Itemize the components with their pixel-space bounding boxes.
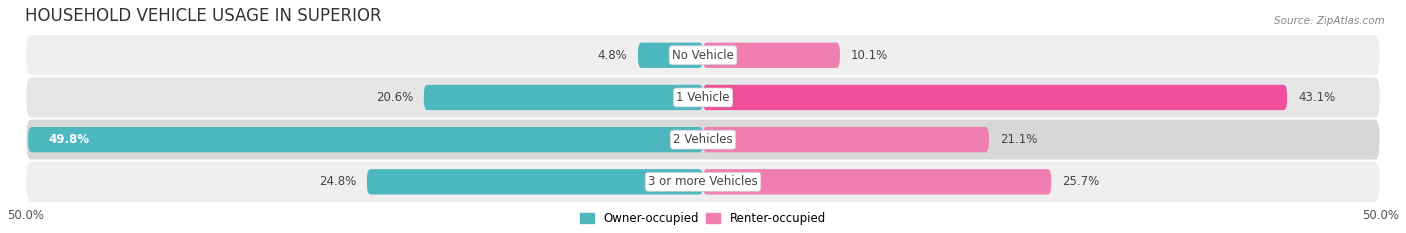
Text: 21.1%: 21.1% — [1000, 133, 1038, 146]
Text: 1 Vehicle: 1 Vehicle — [676, 91, 730, 104]
Text: 20.6%: 20.6% — [375, 91, 413, 104]
FancyBboxPatch shape — [703, 85, 1286, 110]
FancyBboxPatch shape — [25, 76, 1381, 119]
FancyBboxPatch shape — [703, 127, 988, 152]
Text: HOUSEHOLD VEHICLE USAGE IN SUPERIOR: HOUSEHOLD VEHICLE USAGE IN SUPERIOR — [25, 7, 382, 25]
FancyBboxPatch shape — [423, 85, 703, 110]
FancyBboxPatch shape — [638, 43, 703, 68]
Text: 49.8%: 49.8% — [48, 133, 90, 146]
Text: 3 or more Vehicles: 3 or more Vehicles — [648, 175, 758, 188]
Text: 10.1%: 10.1% — [851, 49, 889, 62]
Text: 4.8%: 4.8% — [598, 49, 627, 62]
FancyBboxPatch shape — [703, 43, 839, 68]
Legend: Owner-occupied, Renter-occupied: Owner-occupied, Renter-occupied — [579, 212, 827, 225]
FancyBboxPatch shape — [25, 119, 1381, 161]
FancyBboxPatch shape — [25, 161, 1381, 203]
Text: No Vehicle: No Vehicle — [672, 49, 734, 62]
Text: 43.1%: 43.1% — [1298, 91, 1336, 104]
FancyBboxPatch shape — [25, 34, 1381, 76]
FancyBboxPatch shape — [367, 169, 703, 195]
Text: 25.7%: 25.7% — [1062, 175, 1099, 188]
FancyBboxPatch shape — [703, 169, 1052, 195]
Text: 24.8%: 24.8% — [319, 175, 356, 188]
Text: 2 Vehicles: 2 Vehicles — [673, 133, 733, 146]
Text: Source: ZipAtlas.com: Source: ZipAtlas.com — [1274, 16, 1385, 26]
FancyBboxPatch shape — [28, 127, 703, 152]
